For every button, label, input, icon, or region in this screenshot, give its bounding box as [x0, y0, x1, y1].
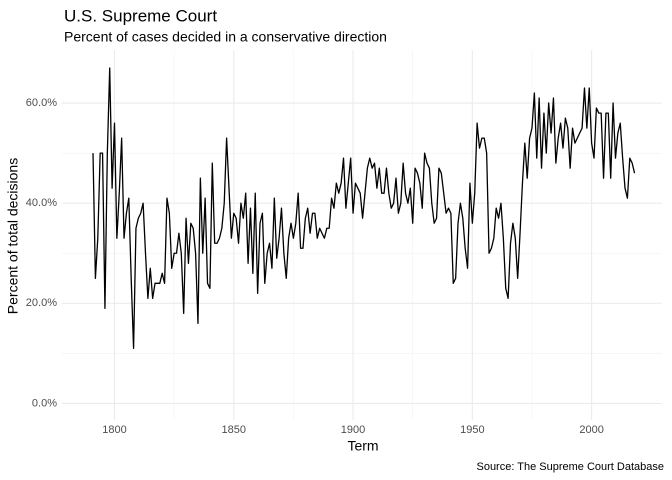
x-tick-label: 1950 — [460, 424, 484, 436]
x-tick-label: 2000 — [579, 424, 603, 436]
chart-title: U.S. Supreme Court — [64, 6, 217, 25]
x-tick-label: 1800 — [102, 424, 126, 436]
y-tick-label: 0.0% — [32, 397, 57, 409]
x-tick-label: 1850 — [222, 424, 246, 436]
caption: Source: The Supreme Court Database — [476, 461, 664, 473]
y-tick-label: 40.0% — [26, 197, 57, 209]
y-tick-label: 60.0% — [26, 97, 57, 109]
chart-subtitle: Percent of cases decided in a conservati… — [64, 29, 387, 45]
y-tick-label: 20.0% — [26, 297, 57, 309]
x-axis-title: Term — [347, 438, 378, 454]
data-line — [92, 67, 636, 350]
y-axis-title: Percent of total decisions — [5, 158, 21, 314]
x-tick-label: 1900 — [341, 424, 365, 436]
